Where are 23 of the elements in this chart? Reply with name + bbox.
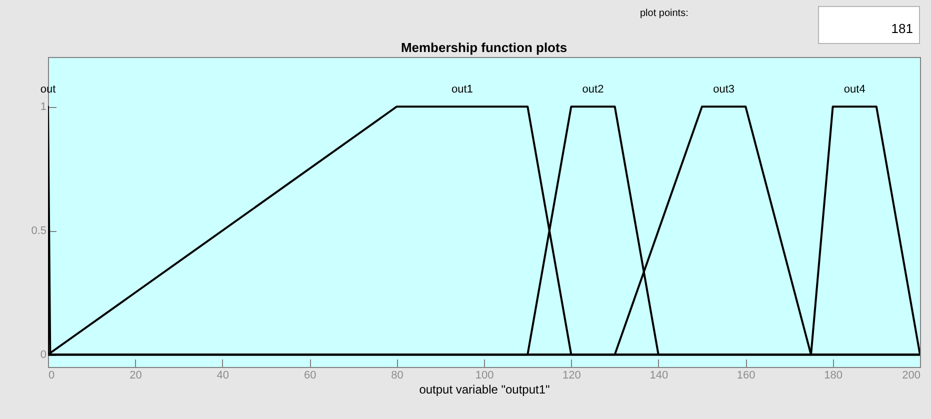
chart-title: Membership function plots <box>400 40 568 55</box>
x-tick-label: 0 <box>48 370 55 382</box>
x-tick-label: 100 <box>475 370 494 382</box>
y-tick-label: 0 <box>40 349 46 362</box>
x-tick-label: 160 <box>736 370 756 382</box>
x-tick-label: 180 <box>824 370 842 382</box>
series-label: out1 <box>451 84 473 96</box>
text-field: 181 <box>818 6 920 44</box>
y-tick-label: 1 <box>40 101 46 114</box>
x-tick-label: 140 <box>650 370 668 382</box>
text: plot points: <box>640 8 688 19</box>
x-tick-label: 120 <box>562 370 581 382</box>
series-label: out2 <box>582 84 604 96</box>
y-tick-label: 0.5 <box>31 225 46 238</box>
x-tick-label: 40 <box>216 370 230 382</box>
x-tick-label: 20 <box>130 370 142 382</box>
x-tick-label: 80 <box>391 370 404 382</box>
series-label: out3 <box>713 84 735 96</box>
x-axis-title: output variable "output1" <box>419 382 550 396</box>
series-label: out4 <box>844 84 866 96</box>
x-tick-label: 60 <box>304 370 316 382</box>
x-tick-label: 200 <box>902 370 920 382</box>
series-label: out <box>40 84 56 96</box>
